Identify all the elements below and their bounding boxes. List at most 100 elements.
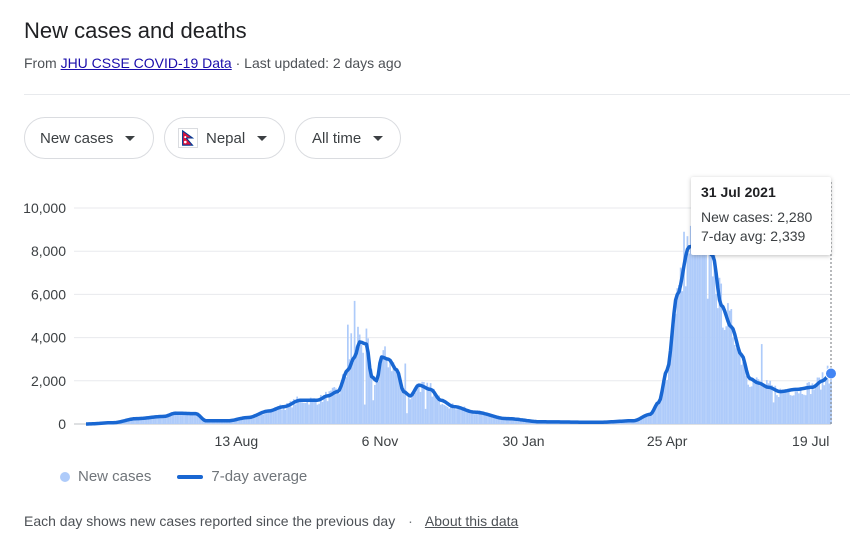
new-cases-bar bbox=[747, 384, 750, 424]
new-cases-bar bbox=[164, 417, 167, 424]
x-tick-label: 30 Jan bbox=[503, 433, 545, 449]
new-cases-bar bbox=[255, 415, 258, 424]
new-cases-bar bbox=[260, 414, 263, 424]
new-cases-bar bbox=[166, 414, 168, 424]
tooltip-avg-value: 2,339 bbox=[770, 228, 806, 244]
new-cases-bar bbox=[245, 416, 248, 424]
new-cases-bar bbox=[705, 223, 707, 424]
new-cases-bar bbox=[478, 410, 481, 424]
cases-chart[interactable]: 0 2,000 4,000 6,000 8,000 10,000 13 Aug 6 Nov 3… bbox=[0, 170, 850, 460]
new-cases-bar bbox=[728, 310, 731, 424]
new-cases-bar bbox=[521, 419, 523, 424]
new-cases-bar bbox=[453, 408, 456, 424]
new-cases-bar bbox=[304, 403, 307, 424]
new-cases-bar bbox=[282, 406, 285, 424]
new-cases-bar bbox=[708, 223, 711, 424]
new-cases-bar bbox=[340, 382, 342, 424]
new-cases-bar bbox=[140, 418, 143, 424]
new-cases-bar bbox=[483, 413, 486, 424]
new-cases-bar bbox=[443, 405, 445, 424]
new-cases-bar bbox=[348, 359, 351, 424]
x-tick-label: 19 Jul bbox=[792, 433, 829, 449]
new-cases-bar bbox=[428, 386, 430, 424]
new-cases-bar bbox=[683, 231, 685, 424]
new-cases-bar bbox=[151, 417, 153, 424]
hover-point[interactable] bbox=[825, 367, 837, 380]
new-cases-bar bbox=[806, 382, 809, 424]
new-cases-bar bbox=[270, 409, 273, 424]
new-cases-bar bbox=[755, 377, 758, 424]
new-cases-bar bbox=[794, 391, 797, 424]
new-cases-bar bbox=[416, 383, 418, 424]
x-tick-label: 13 Aug bbox=[215, 433, 259, 449]
new-cases-bar bbox=[727, 303, 729, 424]
legend-new-cases: New cases bbox=[78, 468, 152, 485]
about-data-link[interactable]: About this data bbox=[424, 513, 519, 529]
source-prefix: From bbox=[24, 55, 57, 71]
new-cases-bar bbox=[159, 416, 162, 424]
new-cases-bar bbox=[792, 395, 795, 424]
new-cases-bar bbox=[673, 324, 675, 424]
source-link[interactable]: JHU CSSE COVID-19 Data bbox=[60, 55, 232, 71]
new-cases-bar bbox=[624, 421, 626, 424]
time-range-dropdown[interactable]: All time bbox=[295, 117, 401, 159]
new-cases-bar bbox=[287, 404, 290, 424]
new-cases-bar bbox=[390, 371, 393, 424]
new-cases-legend-icon bbox=[60, 471, 70, 482]
new-cases-bar bbox=[798, 393, 800, 424]
new-cases-bar bbox=[493, 417, 496, 424]
new-cases-bar bbox=[313, 398, 315, 424]
new-cases-bar bbox=[782, 392, 785, 424]
x-tick-label: 25 Apr bbox=[647, 433, 688, 449]
new-cases-bar bbox=[156, 418, 158, 424]
new-cases-bar bbox=[455, 409, 457, 424]
metric-dropdown[interactable]: New cases bbox=[24, 117, 154, 159]
new-cases-bar bbox=[326, 401, 329, 424]
new-cases-bar bbox=[504, 418, 506, 424]
new-cases-bar bbox=[139, 417, 141, 424]
new-cases-bar bbox=[468, 409, 471, 424]
new-cases-bar bbox=[395, 368, 398, 424]
new-cases-bar bbox=[465, 410, 467, 424]
new-cases-bar bbox=[686, 236, 689, 424]
new-cases-bar bbox=[183, 413, 185, 424]
new-cases-bar bbox=[230, 421, 233, 424]
country-dropdown[interactable]: Nepal bbox=[164, 117, 285, 159]
y-tick-label: 0 bbox=[58, 416, 66, 432]
new-cases-bar bbox=[196, 412, 199, 424]
new-cases-bar bbox=[264, 410, 266, 424]
new-cases-bar bbox=[661, 387, 663, 424]
new-cases-bar bbox=[681, 291, 684, 424]
new-cases-bar bbox=[490, 416, 493, 424]
new-cases-bar bbox=[149, 416, 152, 424]
chart-legend: New cases 7-day average bbox=[60, 468, 307, 485]
new-cases-bar bbox=[286, 403, 288, 424]
new-cases-bar bbox=[336, 392, 339, 424]
tooltip-average: 7-day avg: 2,339 bbox=[701, 227, 821, 246]
new-cases-bar bbox=[743, 363, 746, 424]
new-cases-bar bbox=[377, 381, 380, 424]
new-cases-bar bbox=[801, 393, 804, 424]
new-cases-bar bbox=[473, 414, 476, 424]
new-cases-bar bbox=[429, 383, 432, 424]
footer-note: Each day shows new cases reported since … bbox=[24, 513, 518, 529]
new-cases-bar bbox=[725, 326, 728, 424]
new-cases-bar bbox=[730, 309, 733, 424]
new-cases-bar bbox=[500, 417, 503, 424]
new-cases-bar bbox=[188, 413, 190, 424]
new-cases-bar bbox=[147, 418, 150, 424]
new-cases-bar bbox=[757, 379, 760, 424]
new-cases-bar bbox=[274, 406, 277, 424]
new-cases-bar bbox=[277, 408, 280, 424]
new-cases-bar bbox=[240, 418, 243, 424]
new-cases-bar bbox=[127, 419, 130, 424]
new-cases-bar bbox=[720, 283, 723, 424]
new-cases-bar bbox=[784, 390, 787, 424]
new-cases-bar bbox=[470, 412, 473, 424]
new-cases-bar bbox=[722, 327, 724, 424]
new-cases-bar bbox=[181, 414, 184, 424]
new-cases-bar bbox=[223, 421, 226, 424]
new-cases-bar bbox=[818, 377, 821, 424]
new-cases-bar bbox=[144, 418, 146, 424]
caret-down-icon bbox=[257, 135, 268, 141]
